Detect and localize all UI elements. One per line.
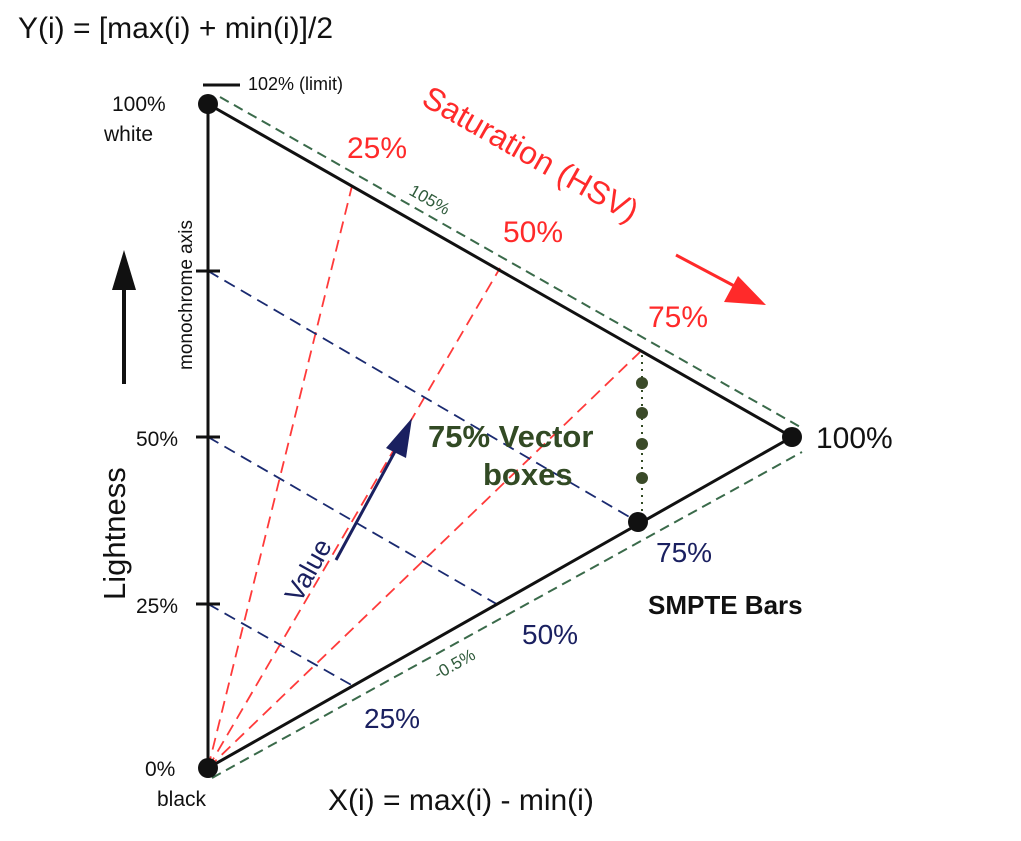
- white-vertex: [198, 94, 218, 114]
- vector-boxes-label-line2: boxes: [483, 457, 573, 492]
- lower-margin-line: [211, 451, 803, 779]
- value-line-25: [207, 603, 356, 688]
- value-level-25: 25%: [364, 703, 420, 734]
- saturation-arrow-head: [724, 276, 766, 305]
- label-black: black: [157, 788, 207, 811]
- value-lines: [207, 270, 639, 688]
- saturation-level-75: 75%: [648, 301, 708, 334]
- value-line-75: [207, 270, 639, 523]
- saturation-level-50: 50%: [503, 216, 563, 249]
- smpte-bars-label: SMPTE Bars: [648, 590, 803, 620]
- upper-margin-label: 105%: [406, 181, 453, 219]
- vector-boxes-label-line1: 75% Vector: [428, 419, 593, 454]
- label-25: 25%: [136, 595, 178, 618]
- label-white: white: [103, 123, 153, 146]
- vector-box-dot: [636, 472, 648, 484]
- saturation-line-25: [207, 185, 353, 769]
- saturation-line-50: [207, 267, 501, 769]
- value-arrow-head: [386, 418, 412, 458]
- lower-edge: [207, 435, 793, 770]
- lightness-arrow-head: [112, 250, 136, 290]
- value-level-75: 75%: [656, 537, 712, 568]
- right-vertex-label: 100%: [816, 422, 893, 455]
- lower-margin-label: -0.5%: [431, 645, 479, 683]
- limit-label: 102% (limit): [248, 74, 343, 94]
- label-50: 50%: [136, 428, 178, 451]
- vector-box-dot: [636, 438, 648, 450]
- vector-box-dot: [636, 377, 648, 389]
- monochrome-axis-label: monochrome axis: [176, 220, 197, 370]
- lightness-label: Lightness: [97, 467, 132, 600]
- upper-edge: [207, 102, 793, 439]
- value-level-50: 50%: [522, 619, 578, 650]
- axis-ticks: [196, 269, 220, 606]
- max-saturation-vertex: [782, 427, 802, 447]
- gamut-margin-lines: [211, 96, 803, 779]
- x-formula: X(i) = max(i) - min(i): [328, 784, 594, 817]
- value-arrow-shaft: [334, 445, 400, 561]
- saturation-level-25: 25%: [347, 132, 407, 165]
- saturation-arrow-shaft: [675, 253, 741, 291]
- vector-box-dots: [636, 377, 648, 484]
- label-100: 100%: [112, 93, 166, 116]
- value-line-50: [207, 436, 501, 607]
- value-label: Value: [279, 534, 338, 607]
- label-0: 0%: [145, 758, 175, 781]
- smpte-bars-point: [628, 512, 648, 532]
- vector-box-dot: [636, 407, 648, 419]
- black-vertex: [198, 758, 218, 778]
- saturation-line-75: [207, 351, 641, 769]
- y-formula: Y(i) = [max(i) + min(i)]/2: [18, 12, 333, 45]
- saturation-lines: [207, 185, 641, 769]
